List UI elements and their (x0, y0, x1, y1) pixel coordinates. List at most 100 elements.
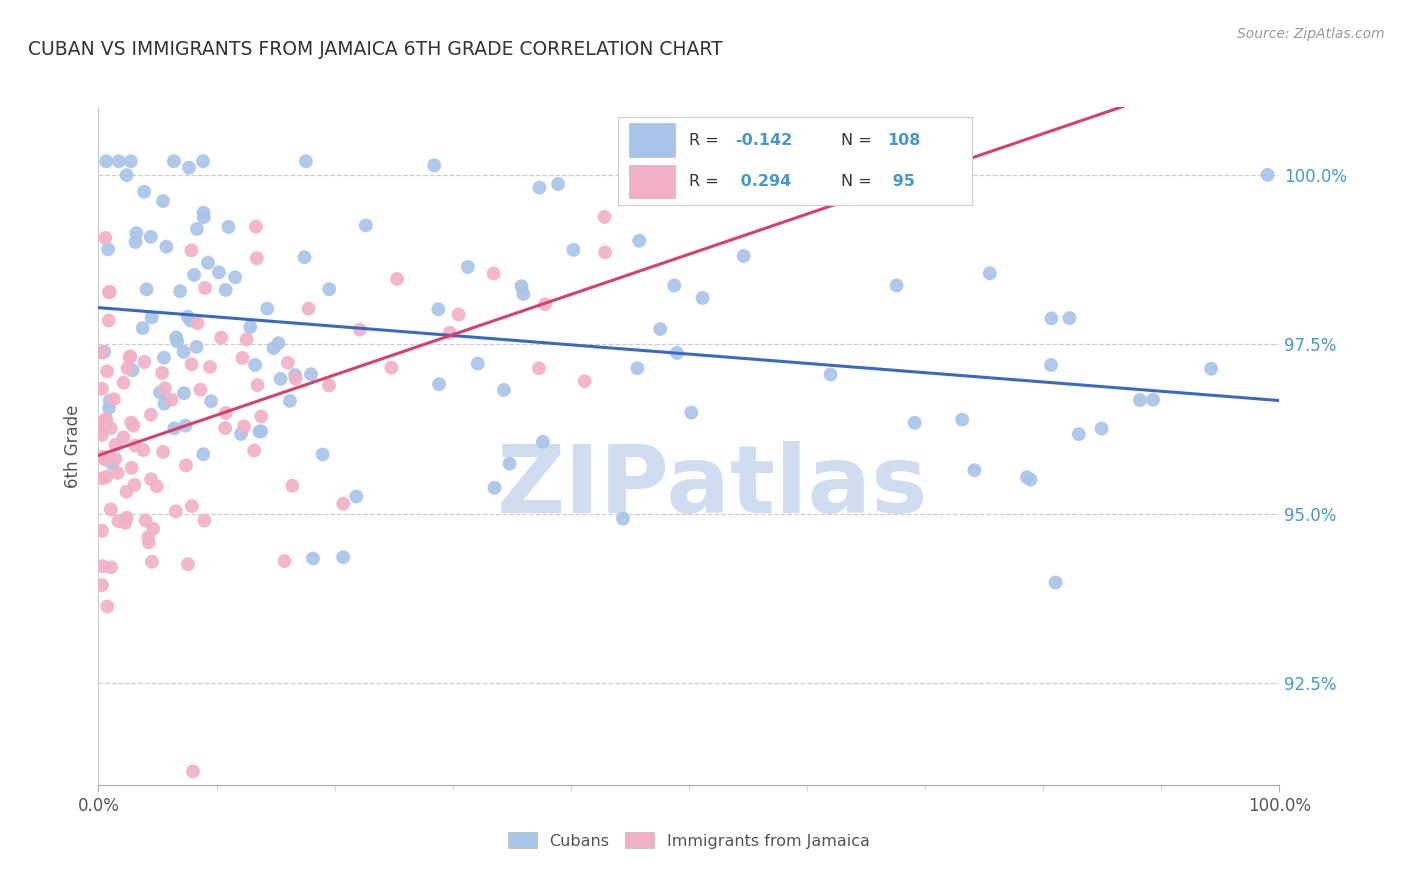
Point (318, 378, 340, 392)
Text: ZIPatlas: ZIPatlas (496, 441, 928, 533)
Point (91, 345, 114, 359)
Point (173, 386, 195, 401)
Point (118, 351, 141, 365)
Point (574, 374, 596, 388)
Point (531, 434, 554, 449)
Point (1067, 427, 1090, 442)
Point (229, 426, 252, 441)
Point (121, 363, 143, 377)
Point (96, 599, 118, 614)
Point (1015, 470, 1038, 484)
Point (115, 168, 138, 182)
Point (153, 351, 176, 365)
Point (91, 559, 114, 574)
Point (239, 320, 262, 334)
Point (197, 255, 219, 269)
Point (332, 550, 354, 565)
Point (179, 313, 201, 327)
Point (593, 210, 616, 224)
Point (94, 452, 117, 467)
Point (180, 244, 202, 258)
Point (979, 266, 1001, 280)
Point (245, 219, 267, 234)
Point (136, 530, 159, 544)
Point (96, 154, 118, 169)
Point (224, 270, 246, 285)
Point (115, 484, 138, 499)
Point (233, 419, 256, 434)
Point (186, 222, 208, 236)
Point (96, 470, 118, 484)
Point (125, 226, 148, 240)
Point (963, 463, 986, 477)
Point (191, 154, 214, 169)
Point (250, 409, 273, 424)
Point (98, 285, 121, 299)
Point (311, 447, 333, 461)
Point (91, 428, 114, 442)
Point (349, 323, 371, 337)
Point (904, 416, 927, 430)
Point (681, 406, 703, 420)
Point (297, 301, 319, 316)
Point (457, 260, 479, 274)
Point (93, 344, 115, 359)
Point (112, 376, 135, 390)
Point (231, 351, 253, 365)
Point (153, 381, 176, 395)
Point (267, 336, 290, 351)
Point (91, 450, 114, 464)
Point (91, 417, 114, 431)
Point (273, 554, 295, 568)
Point (91, 382, 114, 396)
Point (100, 502, 122, 516)
Point (186, 340, 208, 354)
Point (121, 460, 143, 475)
Point (427, 377, 450, 392)
Point (103, 392, 125, 407)
Point (246, 252, 269, 266)
Point (439, 326, 461, 340)
Point (173, 345, 195, 359)
Point (380, 360, 402, 375)
Point (284, 372, 307, 386)
Point (1045, 575, 1067, 590)
Point (120, 416, 142, 430)
Point (562, 243, 585, 257)
Point (1129, 392, 1152, 407)
Point (120, 154, 142, 169)
Point (107, 466, 129, 480)
Point (664, 278, 686, 293)
Point (142, 522, 165, 536)
Point (427, 302, 450, 317)
Point (190, 383, 212, 397)
Point (135, 514, 157, 528)
Point (281, 479, 304, 493)
Point (97, 242, 120, 256)
Point (165, 330, 187, 344)
Point (153, 396, 176, 410)
Point (169, 284, 191, 298)
Point (193, 205, 215, 219)
Point (249, 425, 271, 439)
Point (354, 219, 377, 233)
Point (198, 359, 221, 374)
Point (124, 235, 146, 249)
Point (98, 401, 121, 415)
Point (733, 249, 755, 263)
Point (299, 368, 322, 382)
Point (152, 445, 174, 459)
Point (100, 421, 122, 435)
Point (628, 234, 651, 248)
Point (107, 514, 129, 528)
Point (512, 287, 534, 301)
Point (277, 356, 299, 370)
Point (484, 481, 506, 495)
Point (612, 512, 634, 526)
Point (263, 341, 285, 355)
Point (114, 516, 136, 530)
Point (510, 279, 533, 293)
Point (246, 378, 269, 392)
Point (332, 497, 354, 511)
Point (124, 478, 146, 492)
